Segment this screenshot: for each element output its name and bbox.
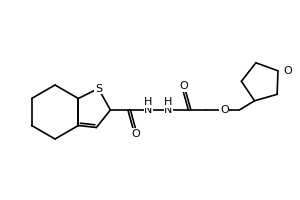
Text: O: O bbox=[283, 66, 292, 76]
Text: S: S bbox=[95, 84, 102, 94]
Text: O: O bbox=[179, 81, 188, 91]
Text: H: H bbox=[144, 97, 153, 107]
Text: H: H bbox=[164, 97, 172, 107]
Text: N: N bbox=[144, 105, 153, 115]
Text: O: O bbox=[131, 129, 140, 139]
Text: O: O bbox=[220, 105, 229, 115]
Text: N: N bbox=[164, 105, 172, 115]
